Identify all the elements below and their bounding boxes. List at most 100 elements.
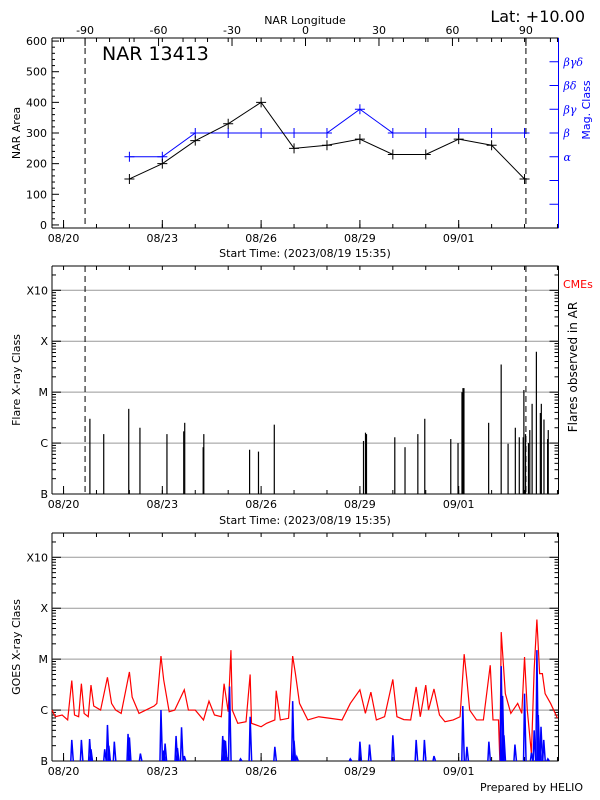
panel1-y-tick-label: X10: [26, 284, 48, 297]
mag-class-point: [519, 128, 530, 138]
mag-class-tick-label: βγ: [563, 103, 577, 116]
goes-short-channel-spike: [367, 744, 372, 762]
nar-area-point: [223, 118, 234, 129]
goes-short-channel-spike: [414, 739, 419, 762]
nar-title: NAR 13413: [102, 43, 209, 65]
panel2-x-tick-label: 08/23: [146, 765, 178, 778]
panel3-ylabel: GOES X-ray Class: [10, 599, 23, 695]
goes-short-channel-spike: [163, 743, 168, 762]
longitude-tick-label: -30: [223, 24, 241, 37]
longitude-tick-label: 60: [445, 24, 459, 37]
goes-short-channel-spike: [432, 755, 437, 762]
goes-short-channel-spike: [179, 727, 184, 762]
goes-long-channel-line: [51, 619, 559, 762]
goes-short-channel-spike: [227, 686, 232, 762]
panel0-y-tick-label: 100: [26, 188, 47, 201]
goes-short-channel-spike: [465, 746, 470, 762]
panel1-x-tick-label: 08/26: [245, 498, 277, 511]
panel0-y-tick-label: 300: [26, 127, 47, 140]
goes-short-channel-spike: [127, 737, 132, 762]
nar-area-point: [387, 149, 398, 160]
goes-short-channel-spike: [112, 741, 117, 762]
panel1-x-tick-label: 08/29: [344, 498, 376, 511]
panel2-x-tick-label: 08/29: [344, 765, 376, 778]
goes-short-channel-spike: [273, 746, 278, 762]
goes-short-channel-spike: [522, 693, 527, 762]
goes-short-channel-spike: [422, 739, 427, 762]
mag-class-tick-label: βδ: [563, 80, 577, 93]
mag-class-point: [321, 128, 332, 138]
mag-class-point: [289, 128, 300, 138]
goes-short-channel-spike: [539, 726, 544, 762]
panel0-y-tick-label: 500: [26, 66, 47, 79]
mag-class-point: [354, 104, 365, 115]
longitude-tick-label: 90: [519, 24, 533, 37]
panel2-y2label: Flares observed in AR: [566, 302, 580, 432]
panel0-y-tick-label: 200: [26, 158, 47, 171]
goes-short-channel-spike: [70, 739, 75, 762]
goes-short-channel-spike: [138, 753, 143, 762]
longitude-tick-label: 30: [372, 24, 386, 37]
panel0-x-tick-label: 08/26: [245, 232, 277, 245]
nar-area-point: [321, 140, 332, 151]
nar-area-point: [157, 158, 168, 169]
panel1-x-tick-label: 09/01: [443, 498, 475, 511]
goes-short-channel-spike: [487, 741, 492, 762]
mag-class-point: [256, 128, 267, 138]
panel1-x-tick-label: 08/23: [146, 498, 178, 511]
mag-class-tick-label: α: [564, 151, 572, 164]
longitude-tick-label: -90: [76, 24, 94, 37]
goes-short-channel-spike: [79, 739, 84, 762]
mag-class-point: [223, 128, 234, 138]
goes-short-channel-spike: [529, 752, 534, 762]
goes-short-channel-spike: [248, 716, 253, 762]
panel2-xlabel: Start Time: (2023/08/19 15:35): [219, 514, 391, 527]
panel0-y-tick-label: 600: [26, 35, 47, 48]
goes-short-channel-spike: [461, 706, 466, 762]
panel1-y2label: Mag. Class: [580, 80, 593, 139]
goes-short-channel-spike: [532, 730, 537, 762]
panel0-x-tick-label: 08/29: [344, 232, 376, 245]
goes-short-channel-spike: [107, 745, 112, 762]
longitude-tick-label: 0: [302, 24, 309, 37]
nar-area-point: [420, 149, 431, 160]
goes-short-channel-spike: [513, 744, 518, 762]
mag-class-point: [124, 151, 135, 162]
cme-label: CMEs: [563, 278, 593, 291]
panel1-y-tick-label: X: [40, 335, 48, 348]
panel2-ylabel: Flare X-ray Class: [10, 334, 23, 426]
nar-area-point: [190, 135, 201, 146]
goes-short-channel-spike: [358, 741, 363, 762]
nar-area-point: [519, 173, 530, 184]
panel0-x-tick-label: 08/23: [146, 232, 178, 245]
goes-short-channel-spike: [89, 749, 94, 762]
panel2-x-tick-label: 08/26: [245, 765, 277, 778]
panel1-y-tick-label: M: [39, 386, 49, 399]
latitude-label: Lat: +10.00: [490, 7, 585, 26]
longitude-axis-title: NAR Longitude: [264, 14, 346, 27]
footer-credit: Prepared by HELIO: [480, 781, 583, 794]
panel0-y-tick-label: 400: [26, 96, 47, 109]
goes-short-channel-spike: [223, 740, 228, 762]
panel1-xlabel: Start Time: (2023/08/19 15:35): [219, 247, 391, 260]
panel1-y-tick-label: B: [40, 488, 48, 501]
nar-area-point: [453, 134, 464, 145]
panel0-x-tick-label: 09/01: [443, 232, 475, 245]
goes-short-channel-spike: [159, 710, 164, 762]
nar-area-point: [354, 134, 365, 145]
goes-short-channel-spike: [102, 749, 107, 762]
panel2-x-tick-label: 09/01: [443, 765, 475, 778]
nar-area-point: [124, 173, 135, 184]
longitude-tick-label: -60: [150, 24, 168, 37]
mag-class-tick-label: β: [563, 127, 570, 140]
nar-area-point: [486, 140, 497, 151]
panel2-y-tick-label: C: [40, 704, 48, 717]
panel0-y-tick-label: 0: [40, 219, 47, 232]
goes-short-channel-spike: [175, 747, 180, 762]
mag-class-tick-label: βγδ: [563, 56, 584, 69]
goes-short-channel-spike: [238, 757, 243, 762]
nar-area-point: [256, 97, 267, 108]
goes-short-channel-spike: [391, 735, 396, 762]
